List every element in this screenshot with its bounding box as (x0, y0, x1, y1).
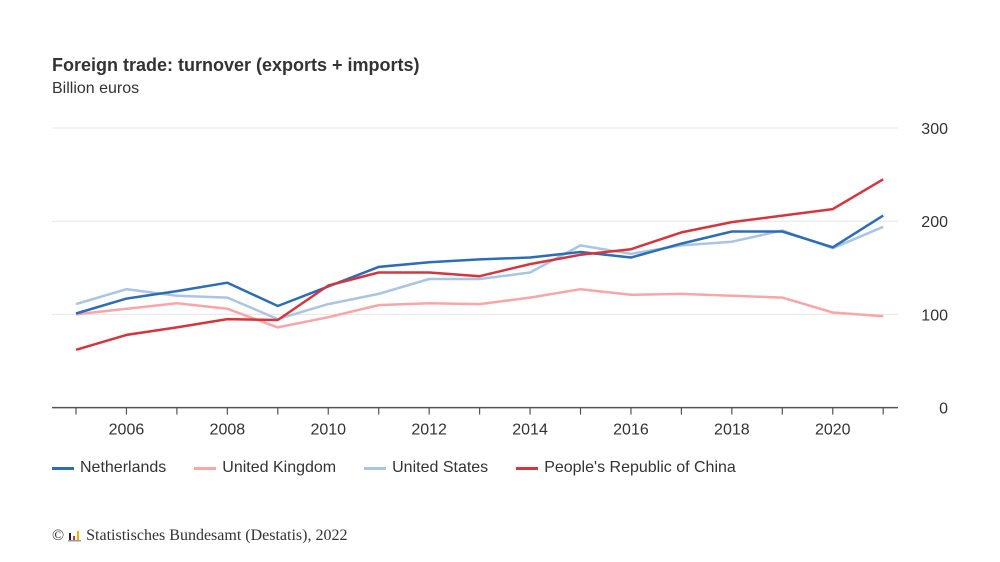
legend-item[interactable]: United States (364, 459, 488, 477)
x-tick-label: 2018 (714, 422, 750, 439)
x-tick-label: 2014 (512, 422, 548, 439)
series-line-united-states (75, 225, 884, 321)
series-line-people-s-republic-of-china (75, 178, 884, 351)
source-credit: © Statistisches Bundesamt (Destatis), 20… (52, 527, 347, 545)
x-tick-label: 2010 (310, 422, 346, 439)
copyright-symbol: © (52, 527, 65, 544)
y-tick-label: 0 (939, 401, 948, 418)
series-line-netherlands (75, 214, 884, 315)
legend-swatch (364, 466, 387, 470)
legend-item[interactable]: Netherlands (52, 459, 166, 477)
chart-title: Foreign trade: turnover (exports + impor… (52, 55, 420, 75)
destatis-logo-icon (68, 531, 82, 542)
legend-label: United States (392, 459, 489, 476)
chart-subtitle: Billion euros (52, 80, 140, 97)
x-tick-label: 2016 (613, 422, 649, 439)
x-tick-label: 2012 (411, 422, 447, 439)
legend-swatch (516, 466, 539, 470)
legend-swatch (194, 466, 217, 470)
y-tick-label: 300 (921, 121, 948, 138)
legend-swatch (52, 466, 74, 470)
x-tick-label: 2008 (210, 422, 246, 439)
legend: Netherlands United Kingdom United States Pe… (52, 459, 764, 477)
x-tick-label: 2006 (109, 422, 145, 439)
y-tick-label: 200 (921, 214, 948, 231)
legend-item[interactable]: United Kingdom (194, 459, 336, 477)
legend-label: United Kingdom (222, 459, 337, 476)
legend-label: Netherlands (80, 459, 167, 476)
source-text: Statistisches Bundesamt (Destatis), 2022 (86, 527, 348, 544)
x-tick-label: 2020 (815, 422, 851, 439)
legend-label: People's Republic of China (544, 459, 736, 476)
legend-item[interactable]: People's Republic of China (516, 459, 736, 477)
series-line-united-kingdom (75, 287, 884, 329)
y-tick-label: 100 (921, 307, 948, 324)
